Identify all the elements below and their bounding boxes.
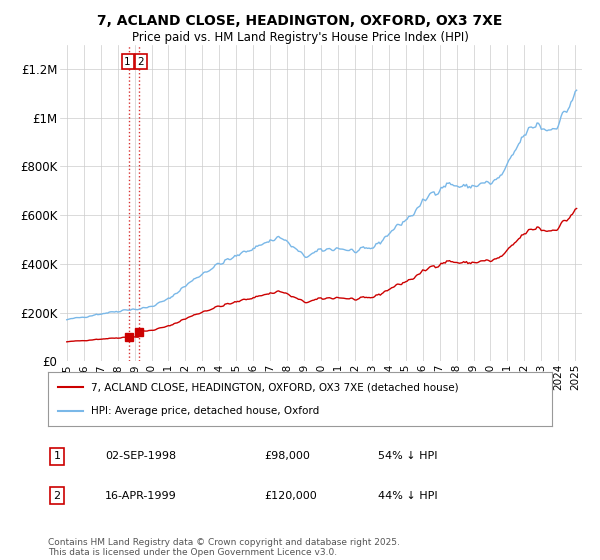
Text: 54% ↓ HPI: 54% ↓ HPI — [378, 451, 437, 461]
Text: 7, ACLAND CLOSE, HEADINGTON, OXFORD, OX3 7XE (detached house): 7, ACLAND CLOSE, HEADINGTON, OXFORD, OX3… — [91, 382, 458, 393]
Text: Price paid vs. HM Land Registry's House Price Index (HPI): Price paid vs. HM Land Registry's House … — [131, 31, 469, 44]
Text: 2: 2 — [53, 491, 61, 501]
Text: 02-SEP-1998: 02-SEP-1998 — [105, 451, 176, 461]
Text: HPI: Average price, detached house, Oxford: HPI: Average price, detached house, Oxfo… — [91, 405, 319, 416]
Text: £98,000: £98,000 — [264, 451, 310, 461]
Text: 44% ↓ HPI: 44% ↓ HPI — [378, 491, 437, 501]
Text: 1: 1 — [53, 451, 61, 461]
Text: £120,000: £120,000 — [264, 491, 317, 501]
Text: 7, ACLAND CLOSE, HEADINGTON, OXFORD, OX3 7XE: 7, ACLAND CLOSE, HEADINGTON, OXFORD, OX3… — [97, 14, 503, 28]
Text: 2: 2 — [137, 57, 144, 67]
Text: 1: 1 — [124, 57, 131, 67]
Text: 16-APR-1999: 16-APR-1999 — [105, 491, 177, 501]
Text: Contains HM Land Registry data © Crown copyright and database right 2025.
This d: Contains HM Land Registry data © Crown c… — [48, 538, 400, 557]
